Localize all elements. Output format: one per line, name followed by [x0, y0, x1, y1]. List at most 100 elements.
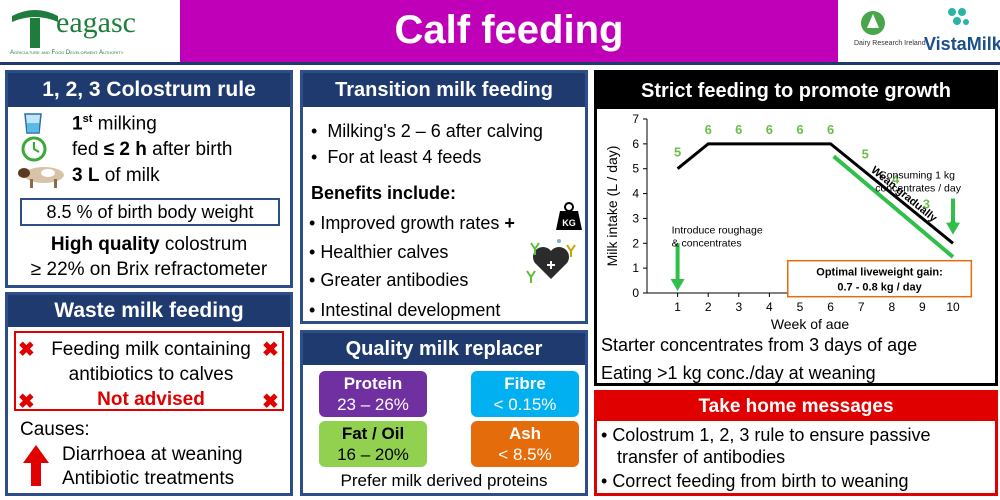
- take-home-panel: Take home messages • Colostrum 1, 2, 3 r…: [594, 390, 998, 496]
- take-home-title: Take home messages: [597, 393, 995, 421]
- growth-title: Strict feeding to promote growth: [597, 73, 995, 109]
- optimal-gain-value: 0.7 - 0.8 kg / day: [837, 282, 922, 294]
- transition-panel: Transition milk feeding • Milking's 2 – …: [300, 70, 588, 324]
- x-tick-label: 3: [735, 300, 742, 314]
- svg-text:KG: KG: [562, 218, 576, 228]
- data-label: 6: [796, 122, 803, 137]
- replacer-panel: Quality milk replacer Protein 23 – 26% Fi…: [300, 330, 588, 496]
- waste-panel: Waste milk feeding ✖ ✖ ✖ ✖ Feeding milk …: [5, 292, 293, 496]
- annotation-roughage-1: Introduce roughage: [672, 224, 763, 236]
- data-label: 4: [892, 172, 900, 187]
- annotation-roughage-2: & concentrates: [672, 237, 742, 249]
- colostrum-title: 1, 2, 3 Colostrum rule: [8, 73, 290, 107]
- clock-icon: [20, 135, 48, 163]
- x-tick-label: 10: [946, 300, 960, 314]
- weight-icon: KG: [555, 201, 583, 231]
- dairy-research-logo: Dairy Research Ireland: [850, 8, 930, 58]
- not-advised-text: Not advised: [97, 389, 205, 410]
- benefits-heading: Benefits include:: [311, 183, 457, 203]
- replacer-footer: Prefer milk derived proteins: [340, 471, 548, 490]
- milk-intake-line: [676, 142, 954, 245]
- title-banner: [180, 0, 838, 62]
- bottle-icon: [22, 111, 44, 135]
- take-home-2: • Correct feeding from birth to weaning: [601, 471, 909, 491]
- annotation-consuming-1: Consuming 1 kg: [879, 170, 955, 182]
- benefit-4: • Intestinal development: [309, 300, 501, 320]
- x-axis-label: Week of age: [771, 316, 850, 329]
- protein-box: Protein 23 – 26%: [319, 371, 427, 417]
- fibre-box: Fibre < 0.15%: [471, 371, 579, 417]
- annotation-consuming-2: concentrates / day: [875, 183, 962, 195]
- growth-line1: Starter concentrates from 3 days of age: [601, 335, 918, 355]
- teagasc-t-icon: [10, 8, 60, 50]
- birth-weight-box: [20, 198, 280, 226]
- benefit-2: • Healthier calves: [309, 242, 449, 262]
- dairy-research-text: Dairy Research Ireland: [854, 40, 926, 47]
- vistamilk-logo: VistaMilk: [920, 6, 1000, 56]
- x-tick-label: 7: [858, 300, 865, 314]
- wean-line: [832, 154, 955, 259]
- growth-panel: Strict feeding to promote growth 0 1 2 3 4 5 6…: [594, 70, 998, 386]
- high-quality-text: High quality colostrum: [50, 234, 248, 255]
- x-tick-label: 1: [674, 300, 681, 314]
- brix-text: ≥ 22% on Brix refractometer: [30, 259, 268, 280]
- x-tick-label: 6: [827, 300, 834, 314]
- teagasc-subtitle: Agriculture and Food Development Authori…: [10, 50, 124, 56]
- take-home-1a: • Colostrum 1, 2, 3 rule to ensure passi…: [601, 425, 931, 445]
- fat-box: Fat / Oil 16 – 20%: [319, 421, 427, 467]
- causes-label: Causes:: [20, 419, 90, 440]
- waste-line2: antibiotics to calves: [68, 364, 234, 385]
- cross-icon-2: ✖: [262, 339, 279, 361]
- cross-icon-3: ✖: [18, 391, 35, 413]
- y-tick-label: 0: [632, 286, 639, 300]
- data-label: 6: [827, 122, 834, 137]
- birth-weight-text: 8.5 % of birth body weight: [46, 202, 254, 222]
- data-label: 5: [862, 147, 869, 162]
- replacer-title: Quality milk replacer: [303, 333, 585, 365]
- transition-title: Transition milk feeding: [303, 73, 585, 107]
- y-tick-label: 7: [632, 112, 639, 126]
- transition-bullet-2: • For at least 4 feeds: [311, 147, 482, 167]
- y-tick-label: 4: [632, 187, 639, 201]
- teagasc-logo: eagasc Agriculture and Food Development …: [4, 2, 172, 62]
- colostrum-panel: 1, 2, 3 Colostrum rule 1st milking fed ≤…: [5, 70, 293, 288]
- growth-line2: Eating >1 kg conc./day at weaning: [601, 363, 876, 383]
- data-label: 6: [766, 122, 773, 137]
- y-axis-label: Milk intake (L / day): [604, 146, 620, 267]
- optimal-gain-box: [787, 259, 973, 298]
- teagasc-name: eagasc: [56, 6, 136, 39]
- transition-bullet-1: • Milking's 2 – 6 after calving: [311, 121, 543, 141]
- data-label: 6: [735, 122, 742, 137]
- colostrum-line2: fed ≤ 2 h after birth: [72, 139, 233, 160]
- x-tick-label: 8: [888, 300, 895, 314]
- waste-title: Waste milk feeding: [8, 295, 290, 327]
- up-arrow-icon: [22, 443, 50, 487]
- cross-icon-4: ✖: [262, 391, 279, 413]
- y-tick-label: 2: [632, 236, 639, 250]
- cause-2: Antibiotic treatments: [62, 468, 235, 489]
- y-tick-label: 6: [632, 137, 639, 151]
- data-label: 6: [705, 122, 712, 137]
- take-home-1b: transfer of antibodies: [617, 447, 786, 467]
- waste-line1: Feeding milk containing: [51, 339, 251, 360]
- page-title: Calf feeding: [394, 8, 624, 52]
- benefit-1: • Improved growth rates +: [309, 213, 515, 233]
- x-tick-label: 5: [797, 300, 804, 314]
- cross-icon-1: ✖: [18, 339, 35, 361]
- x-tick-label: 4: [766, 300, 773, 314]
- cause-1: Diarrhoea at weaning: [62, 444, 243, 465]
- y-tick-label: 3: [632, 211, 639, 225]
- y-tick-label: 1: [632, 261, 639, 275]
- x-tick-label: 2: [705, 300, 712, 314]
- consuming-arrow-head: [946, 222, 960, 235]
- antibody-heart-icon: [523, 235, 579, 285]
- colostrum-line1: 1st milking: [72, 113, 157, 135]
- optimal-gain-title: Optimal liveweight gain:: [816, 267, 943, 279]
- y-tick-label: 5: [632, 162, 639, 176]
- data-label: 3: [923, 196, 930, 211]
- data-label: 5: [674, 145, 681, 160]
- benefit-3: • Greater antibodies: [309, 270, 469, 290]
- growth-chart: 0 1 2 3 4 5 6 7 1 2 3 4 5 6 7 8 9 10 Week of age Milk intak…: [604, 112, 973, 329]
- ash-box: Ash < 8.5%: [471, 421, 579, 467]
- warning-box: [14, 331, 284, 411]
